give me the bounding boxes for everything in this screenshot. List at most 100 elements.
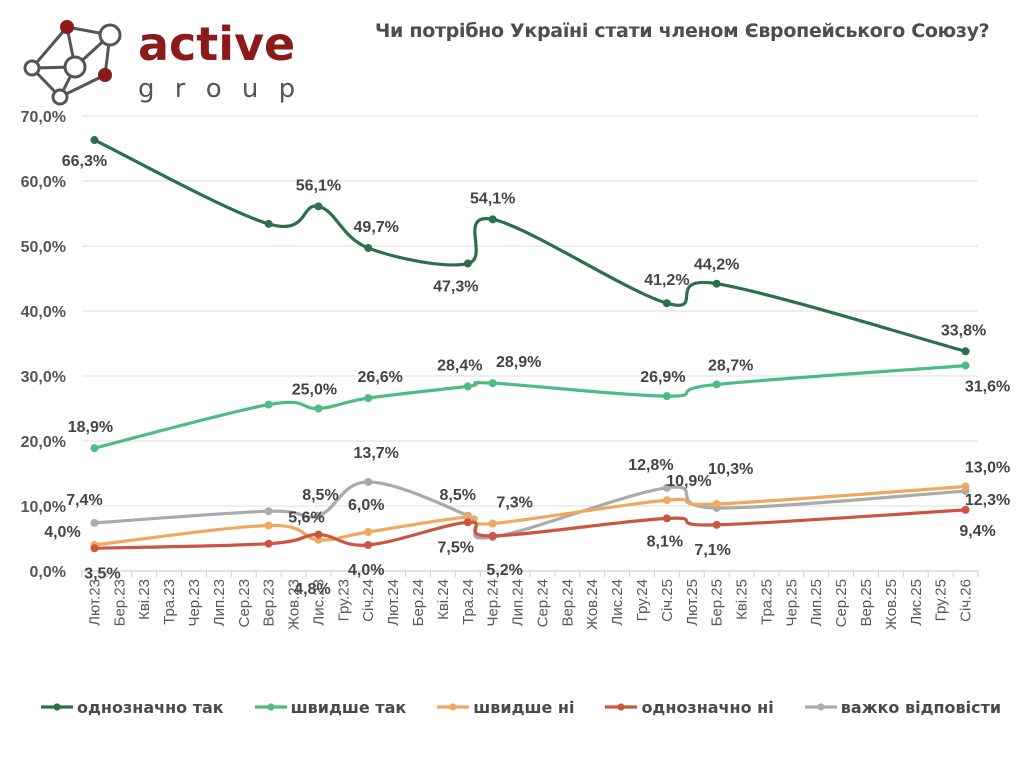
data-label: 28,4% [437, 357, 482, 374]
y-tick-label: 10,0% [21, 499, 66, 516]
x-tick-label: Січ.24 [360, 579, 377, 622]
x-tick-label: Лис.25 [908, 579, 925, 626]
legend-item-2: швидше ні [436, 698, 574, 717]
x-tick-label: Гру.24 [634, 579, 651, 621]
data-label: 5,6% [288, 510, 324, 527]
data-labels: 66,3% 56,1% 49,7% 47,3% 54,1% 41,2% 44,2% 33,8%… [44, 153, 1010, 598]
data-point [961, 361, 970, 370]
data-label: 13,0% [965, 460, 1010, 477]
data-point [264, 219, 273, 228]
y-axis: 0,0% 10,0% 20,0% 30,0% 40,0% 50,0% 60,0% 70,0% [21, 109, 66, 581]
legend-item-3: однозначно ні [604, 697, 774, 717]
data-label: 10,3% [708, 461, 753, 478]
x-tick-label: Жов.23 [286, 579, 303, 630]
data-point [264, 521, 273, 530]
x-tick-label: Вер.25 [858, 579, 875, 627]
data-label: 8,5% [440, 487, 476, 504]
y-tick-label: 70,0% [21, 109, 66, 126]
x-tick-label: Чер.24 [485, 579, 502, 627]
data-label: 13,7% [354, 445, 399, 462]
data-label: 26,6% [358, 369, 403, 386]
data-label: 49,7% [354, 219, 399, 236]
y-tick-label: 20,0% [21, 434, 66, 451]
data-label: 33,8% [941, 322, 986, 339]
legend-item-4: важко відповісти [804, 698, 1001, 717]
x-tick-label: Вер.24 [559, 579, 576, 627]
data-label: 6,0% [348, 497, 384, 514]
x-tick-label: Гру.23 [335, 579, 352, 621]
x-tick-label: Тра.25 [758, 579, 775, 625]
data-label: 3,5% [84, 565, 120, 582]
y-tick-label: 60,0% [21, 174, 66, 191]
x-tick-label: Лис.24 [609, 579, 626, 626]
x-tick-label: Сер.24 [534, 579, 551, 627]
x-tick-label: Сер.25 [833, 579, 850, 627]
data-point [961, 347, 970, 356]
data-point [364, 394, 373, 403]
y-tick-label: 0,0% [30, 564, 66, 581]
legend-label: однозначно так [77, 697, 224, 717]
x-tick-label: Тра.23 [161, 579, 178, 625]
data-point [662, 496, 671, 505]
data-point [90, 444, 99, 453]
legend-marker-icon [804, 703, 837, 711]
legend-marker-icon [254, 703, 287, 711]
data-point [90, 136, 99, 145]
data-point [264, 400, 273, 409]
x-tick-label: Жов.24 [584, 579, 601, 630]
legend-label: важко відповісти [840, 697, 1002, 717]
x-tick-label: Гру.25 [933, 579, 950, 621]
x-tick-label: Чер.23 [186, 579, 203, 627]
data-label: 26,9% [640, 369, 685, 386]
data-point [314, 511, 323, 520]
data-label: 8,5% [302, 487, 338, 504]
x-tick-label: Бер.23 [111, 579, 128, 626]
data-label: 7,1% [694, 542, 730, 559]
data-label: 28,9% [496, 354, 541, 371]
legend-label: однозначно ні [641, 697, 774, 717]
data-label: 7,5% [438, 539, 474, 556]
legend-marker-icon [41, 703, 73, 711]
logo-subword: g r o u p [138, 74, 301, 104]
legend: однозначно так швидше так швидше ні однозна… [40, 693, 1024, 721]
line-chart: 0,0%10,0%20,0%30,0%40,0%50,0%60,0%70,0% … [21, 109, 1011, 630]
y-tick-label: 50,0% [21, 239, 66, 256]
x-tick-label: Кві.23 [136, 579, 153, 620]
x-tick-label: Вер.23 [261, 579, 278, 627]
data-point [314, 202, 323, 211]
data-point [314, 404, 323, 413]
data-point [463, 259, 472, 268]
data-label: 41,2% [644, 272, 689, 289]
data-point [712, 520, 721, 529]
x-axis: Лют.23 Бер.23 Кві.23 Тра.23 Чер.23 Лип.23 Сер.… [81, 571, 979, 630]
data-point [712, 500, 721, 509]
x-tick-label: Січ.26 [958, 579, 975, 622]
data-label: 66,3% [62, 153, 107, 170]
series-lines [90, 136, 970, 553]
data-point [488, 215, 497, 224]
data-point [662, 299, 671, 308]
active-group-logo: active g r o u p [20, 15, 310, 110]
y-tick-label: 40,0% [21, 304, 66, 321]
logo-network-icon: active g r o u p [23, 17, 301, 106]
x-tick-label: Кві.25 [734, 579, 751, 620]
x-tick-label: Січ.25 [659, 579, 676, 622]
legend-label: швидше так [290, 697, 407, 717]
data-label: 7,4% [66, 492, 102, 509]
x-tick-label: Лют.23 [86, 579, 103, 626]
data-point [364, 528, 373, 536]
x-tick-label: Лют.25 [684, 579, 701, 626]
data-point [364, 477, 373, 486]
logo-word: active [138, 17, 295, 71]
legend-label: швидше ні [473, 697, 575, 717]
data-label: 25,0% [292, 382, 337, 399]
x-tick-label: Бер.25 [709, 579, 726, 626]
x-tick-label: Лис.23 [310, 579, 327, 626]
x-tick-label: Чер.25 [783, 579, 800, 627]
data-label: 28,7% [708, 357, 753, 374]
y-tick-label: 30,0% [21, 369, 66, 386]
data-point [662, 514, 671, 523]
data-label: 5,2% [486, 562, 522, 579]
legend-marker-icon [437, 703, 470, 711]
data-point [90, 518, 99, 527]
